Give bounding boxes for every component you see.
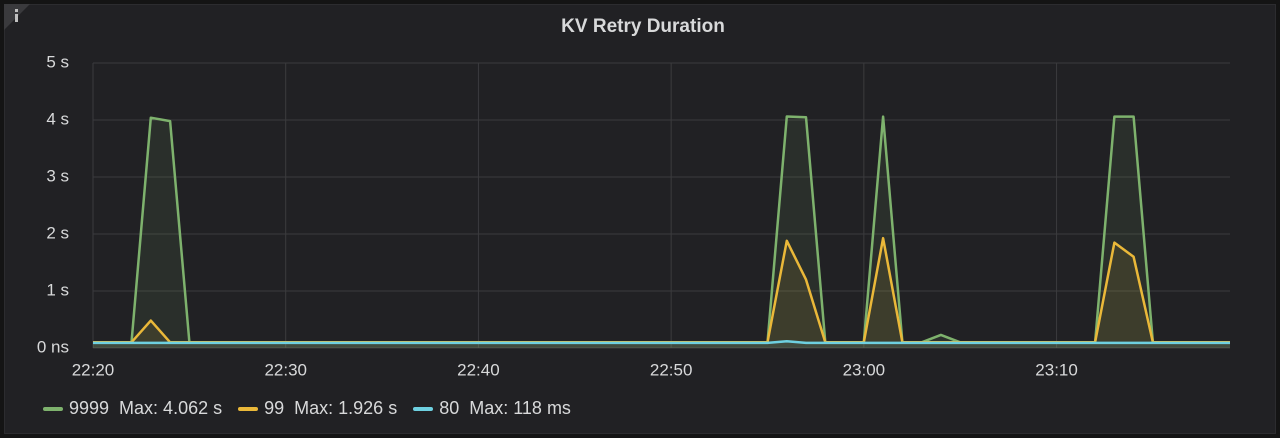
series-line — [93, 340, 1230, 345]
x-tick-label: 22:20 — [72, 360, 115, 379]
y-tick-label: 0 ns — [37, 337, 69, 356]
legend-swatch — [413, 406, 434, 411]
legend-item[interactable]: 9999 Max: 4.062 s — [43, 398, 222, 419]
legend-swatch — [238, 406, 259, 411]
chart-title: KV Retry Duration — [561, 16, 725, 37]
y-tick-label: 5 s — [46, 52, 69, 71]
series-line — [93, 115, 1230, 344]
x-tick-label: 22:40 — [457, 360, 500, 379]
legend-name: 9999 — [69, 398, 110, 418]
legend: 9999 Max: 4.062 s 99 Max: 1.926 s 80 Max: 118… — [43, 398, 571, 419]
legend-item[interactable]: 80 Max: 118 ms — [413, 398, 571, 419]
series-area — [93, 116, 1230, 348]
legend-name: 99 — [264, 398, 285, 418]
legend-name: 80 — [439, 398, 460, 418]
y-tick-label: 1 s — [46, 280, 69, 299]
legend-max: Max: 118 ms — [469, 398, 571, 418]
series-line — [93, 236, 1230, 344]
y-tick-label: 3 s — [46, 166, 69, 185]
legend-max: Max: 4.062 s — [119, 398, 223, 418]
legend-swatch — [43, 406, 63, 411]
y-tick-label: 4 s — [46, 109, 69, 128]
x-tick-label: 23:00 — [843, 360, 886, 379]
legend-max: Max: 1.926 s — [294, 398, 398, 418]
legend-item[interactable]: 99 Max: 1.926 s — [238, 398, 397, 419]
x-tick-label: 22:50 — [650, 360, 693, 379]
panel — [4, 4, 1276, 434]
x-tick-label: 23:10 — [1035, 360, 1078, 379]
info-icon-dot[interactable] — [15, 9, 18, 12]
x-tick-label: 22:30 — [264, 360, 307, 379]
series-area — [93, 238, 1230, 348]
y-tick-label: 2 s — [46, 223, 69, 242]
info-icon[interactable] — [15, 14, 18, 22]
